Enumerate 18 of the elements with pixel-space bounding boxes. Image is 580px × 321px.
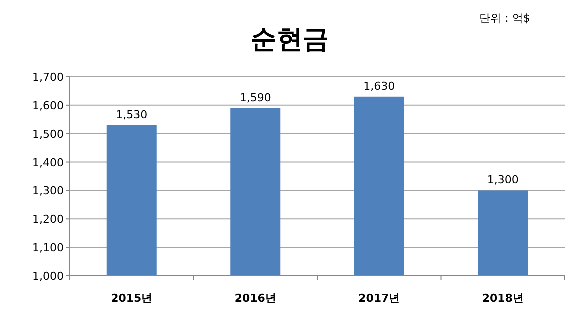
- y-tick-label: 1,600: [32, 99, 64, 112]
- y-tick-label: 1,200: [32, 213, 64, 226]
- data-label: 1,590: [240, 91, 272, 104]
- data-label: 1,300: [487, 174, 519, 187]
- x-tick-label: 2017년: [358, 292, 400, 305]
- y-tick-label: 1,700: [32, 71, 64, 84]
- x-tick-label: 2015년: [111, 292, 153, 305]
- y-tick-label: 1,000: [32, 270, 64, 283]
- data-label: 1,530: [116, 108, 148, 122]
- x-tick-label: 2016년: [234, 292, 276, 305]
- x-tick-label: 2018년: [482, 292, 524, 305]
- y-tick-label: 1,500: [32, 128, 64, 141]
- text: 단위 : 억$: [480, 12, 530, 25]
- y-tick-label: 1,400: [32, 156, 64, 170]
- y-tick-label: 1,300: [32, 184, 64, 198]
- y-tick-label: 1,100: [32, 242, 64, 255]
- data-label: 1,630: [364, 80, 396, 93]
- chart-title: 순현금: [251, 25, 329, 55]
